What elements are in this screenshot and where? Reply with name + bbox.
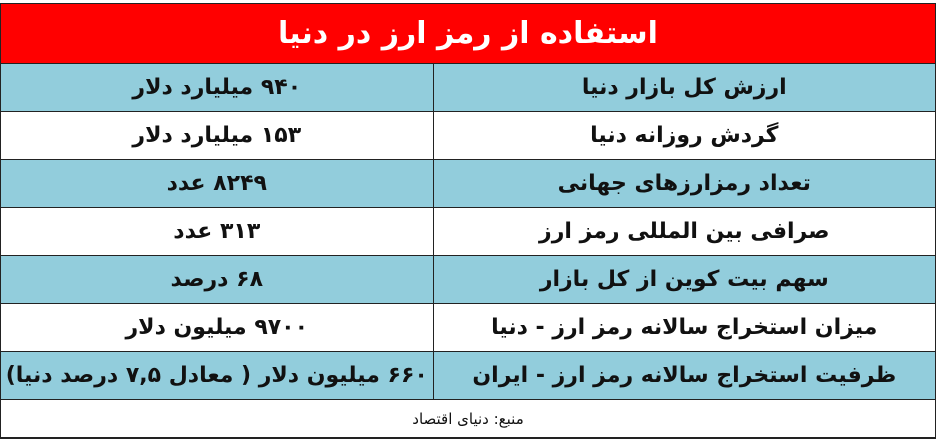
table-row: سهم بیت کوین از کل بازار ۶۸ درصد bbox=[1, 256, 935, 304]
row-label: سهم بیت کوین از کل بازار bbox=[432, 256, 935, 303]
row-value: ۸۲۴۹ عدد bbox=[166, 171, 267, 196]
row-value: ۳۱۳ عدد bbox=[173, 219, 261, 244]
row-value: ۱۵۳ میلیارد دلار bbox=[132, 123, 302, 148]
row-value: ۶۸ درصد bbox=[170, 267, 263, 292]
row-label: میزان استخراج سالانه رمز ارز - دنیا bbox=[432, 304, 935, 351]
table-title: استفاده از رمز ارز در دنیا bbox=[1, 4, 935, 64]
source-note: منبع: دنیای اقتصاد bbox=[1, 400, 935, 438]
row-label: تعداد رمزارزهای جهانی bbox=[432, 160, 935, 207]
row-label: ارزش کل بازار دنیا bbox=[432, 64, 935, 111]
row-value: ۶۶۰ میلیون دلار ( معادل ۷,۵ درصد دنیا) bbox=[5, 363, 428, 388]
table-row: میزان استخراج سالانه رمز ارز - دنیا ۹۷۰۰ … bbox=[1, 304, 935, 352]
row-label: گردش روزانه دنیا bbox=[432, 112, 935, 159]
table-row: صرافی بین المللی رمز ارز ۳۱۳ عدد bbox=[1, 208, 935, 256]
table-row: گردش روزانه دنیا ۱۵۳ میلیارد دلار bbox=[1, 112, 935, 160]
table-row: ارزش کل بازار دنیا ۹۴۰ میلیارد دلار bbox=[1, 64, 935, 112]
row-value: ۹۷۰۰ میلیون دلار bbox=[125, 315, 309, 340]
crypto-usage-table: استفاده از رمز ارز در دنیا ارزش کل بازار… bbox=[0, 3, 936, 439]
row-label: ظرفیت استخراج سالانه رمز ارز - ایران bbox=[432, 352, 935, 399]
table-row: تعداد رمزارزهای جهانی ۸۲۴۹ عدد bbox=[1, 160, 935, 208]
row-value: ۹۴۰ میلیارد دلار bbox=[132, 75, 302, 100]
table-row: ظرفیت استخراج سالانه رمز ارز - ایران ۶۶۰ … bbox=[1, 352, 935, 400]
row-label: صرافی بین المللی رمز ارز bbox=[432, 208, 935, 255]
